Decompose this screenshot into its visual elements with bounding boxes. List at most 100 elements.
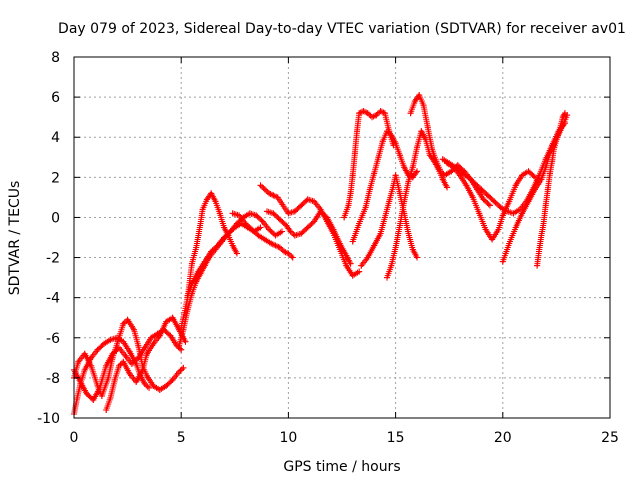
data-point [317,206,324,213]
data-point [291,208,298,215]
data-point [506,240,513,247]
data-point [184,292,191,299]
y-tick-label: 6 [51,90,60,106]
data-point [439,176,446,183]
data-point [240,214,247,221]
data-point [499,258,506,265]
data-point [489,236,496,243]
data-point [540,220,547,227]
data-point [261,186,268,193]
data-point [409,164,416,171]
data-point [111,376,118,383]
data-point [103,362,110,369]
data-point [555,130,562,137]
data-point [343,252,350,259]
data-point [141,380,148,387]
data-point [516,206,523,213]
data-point [379,138,386,145]
data-point [221,234,228,241]
data-point [519,172,526,179]
data-point [349,172,356,179]
data-point [396,190,403,197]
data-point [531,186,538,193]
data-point [156,332,163,339]
data-point [544,186,551,193]
data-point [388,262,395,269]
data-point [463,182,470,189]
data-point [396,222,403,229]
data-point [409,246,416,253]
data-point [384,274,391,281]
data-point [188,260,195,267]
data-point [499,212,506,219]
data-point [388,132,395,139]
data-point [420,102,427,109]
data-point [221,224,228,231]
data-point [291,232,298,239]
data-point [212,246,219,253]
data-point [176,368,183,375]
data-point [201,258,208,265]
data-point [143,350,150,357]
data-point [122,352,129,359]
data-point [289,254,296,261]
x-tick-label: 25 [601,430,619,446]
data-point [214,242,221,249]
data-point [371,242,378,249]
x-tick-label: 5 [177,430,186,446]
data-point [452,164,459,171]
data-point [143,372,150,379]
data-point [266,190,273,197]
data-point [504,208,511,215]
data-point [377,108,384,115]
data-point [437,168,444,175]
data-point [298,202,305,209]
data-point [184,306,191,313]
tick-labels: 0 5 10 15 20 25 -10 -8 -6 -4 -2 0 2 4 6 8 [37,50,619,446]
data-point [283,222,290,229]
data-point [208,248,215,255]
y-tick-label: 4 [51,130,60,146]
data-point [525,198,532,205]
data-point [409,174,416,181]
data-point [549,158,556,165]
data-point [193,278,200,285]
data-point [349,272,356,279]
data-point [441,172,448,179]
data-point [146,384,153,391]
data-point [311,198,318,205]
data-point [255,232,262,239]
data-point [103,406,110,413]
data-point [381,110,388,117]
data-point [405,230,412,237]
data-point [390,142,397,149]
data-point [553,136,560,143]
data-point [287,228,294,235]
data-point [272,242,279,249]
data-point [285,250,292,257]
plot-frame [73,56,611,419]
data-point [218,238,225,245]
data-point [414,254,421,261]
data-point [270,192,277,199]
data-point [285,210,292,217]
axis-ticks [73,56,611,419]
data-point [356,110,363,117]
data-point [416,92,423,99]
data-point [401,198,408,205]
data-point [107,336,114,343]
data-point [272,232,279,239]
data-point [188,290,195,297]
data-point [536,246,543,253]
data-point [418,128,425,135]
data-point [278,228,285,235]
data-point [233,250,240,257]
x-tick-label: 0 [70,430,79,446]
data-point [163,318,170,325]
data-point [343,262,350,269]
data-point [534,262,541,269]
data-point [116,344,123,351]
data-point [298,230,305,237]
data-point [107,394,114,401]
